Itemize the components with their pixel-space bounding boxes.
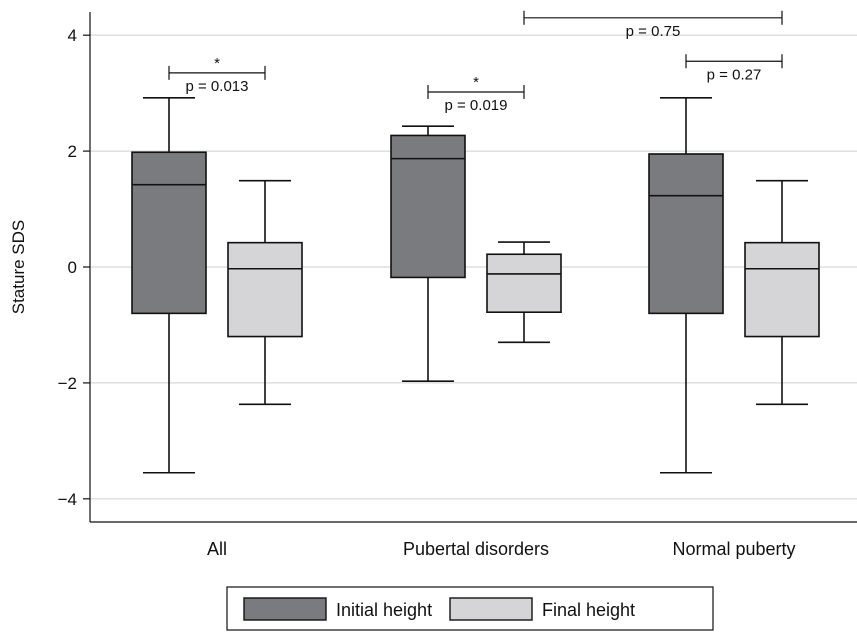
legend-label: Final height — [542, 600, 635, 620]
iqr-box — [745, 243, 819, 337]
box-final-height — [228, 181, 302, 405]
legend-swatch — [244, 598, 326, 620]
iqr-box — [649, 154, 723, 313]
box-final-height — [487, 242, 561, 342]
significance-star: * — [473, 74, 479, 91]
boxes — [132, 98, 819, 473]
significance-bracket: p = 0.013 * — [169, 55, 265, 95]
x-category-label: Pubertal disorders — [403, 539, 549, 559]
x-category-label: All — [207, 539, 227, 559]
significance-bracket: p = 0.27 — [686, 54, 782, 83]
legend-swatch — [450, 598, 532, 620]
box-initial-height — [649, 98, 723, 473]
p-value-label: p = 0.75 — [626, 23, 681, 40]
x-category-label: Normal puberty — [672, 539, 795, 559]
y-tick-label: 4 — [68, 26, 77, 45]
significance-star: * — [214, 55, 220, 72]
y-tick-label: 0 — [68, 258, 77, 277]
box-initial-height — [132, 98, 206, 473]
y-tick-label: −4 — [58, 490, 77, 509]
y-axis-title: Stature SDS — [9, 220, 28, 315]
p-value-label: p = 0.013 — [186, 78, 249, 95]
legend-entry: Final height — [450, 598, 635, 620]
legend-entry: Initial height — [244, 598, 432, 620]
iqr-box — [487, 254, 561, 312]
box-final-height — [745, 181, 819, 405]
y-tick-label: 2 — [68, 142, 77, 161]
iqr-box — [132, 152, 206, 313]
legend: Initial height Final height — [227, 587, 713, 630]
p-value-label: p = 0.019 — [445, 97, 508, 114]
y-tick-label: −2 — [58, 374, 77, 393]
p-value-label: p = 0.27 — [707, 66, 762, 83]
significance-bracket: p = 0.019 * — [428, 74, 524, 114]
iqr-box — [228, 243, 302, 337]
box-initial-height — [391, 126, 465, 381]
iqr-box — [391, 135, 465, 277]
legend-label: Initial height — [336, 600, 432, 620]
